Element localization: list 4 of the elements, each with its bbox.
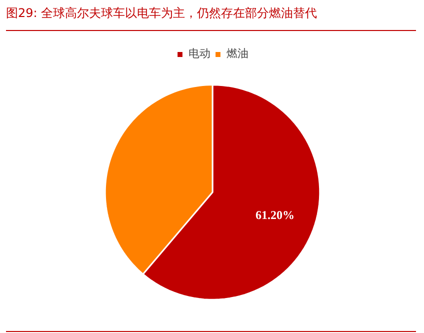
chart-title: 图29: 全球高尔夫球车以电车为主，仍然存在部分燃油替代 (6, 5, 318, 22)
legend-label: 燃油 (226, 46, 248, 61)
data-label: 61.20% (256, 208, 295, 222)
legend-label: 电动 (188, 46, 210, 61)
